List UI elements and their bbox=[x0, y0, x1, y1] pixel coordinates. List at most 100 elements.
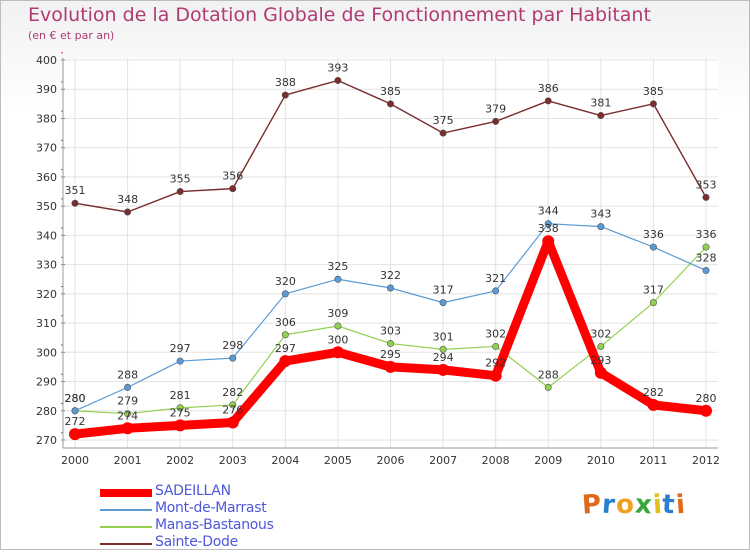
data-point bbox=[544, 220, 552, 228]
data-label: 295 bbox=[380, 348, 401, 361]
x-tick-label: 2001 bbox=[114, 454, 142, 467]
data-point bbox=[492, 342, 500, 350]
data-point bbox=[439, 345, 447, 353]
data-point bbox=[597, 223, 605, 231]
x-tick-label: 2005 bbox=[324, 454, 352, 467]
data-label: 320 bbox=[275, 275, 296, 288]
data-point bbox=[334, 275, 342, 283]
data-label: 282 bbox=[643, 386, 664, 399]
data-point bbox=[492, 117, 500, 125]
logo-letter: P bbox=[580, 489, 604, 521]
data-label: 294 bbox=[433, 351, 454, 364]
data-label: 306 bbox=[275, 316, 296, 329]
data-point bbox=[174, 419, 187, 432]
data-point bbox=[649, 100, 657, 108]
legend-swatch bbox=[100, 526, 152, 528]
data-point bbox=[439, 129, 447, 137]
data-point bbox=[647, 398, 660, 411]
data-label: 321 bbox=[485, 272, 506, 285]
data-label: 300 bbox=[327, 333, 348, 346]
data-point bbox=[702, 243, 710, 251]
data-label: 309 bbox=[327, 307, 348, 320]
y-tick-label: 360 bbox=[36, 171, 57, 184]
data-point bbox=[489, 369, 502, 382]
data-point bbox=[229, 354, 237, 362]
data-point bbox=[492, 287, 500, 295]
data-label: 385 bbox=[643, 85, 664, 98]
x-tick-label: 2000 bbox=[61, 454, 89, 467]
data-label: 338 bbox=[538, 222, 559, 235]
data-point bbox=[702, 266, 710, 274]
chart-title: Evolution de la Dotation Globale de Fonc… bbox=[28, 4, 651, 26]
data-point bbox=[279, 355, 292, 368]
data-point bbox=[544, 383, 552, 391]
data-point bbox=[649, 243, 657, 251]
x-tick-label: 2003 bbox=[219, 454, 247, 467]
logo-letter: o bbox=[614, 489, 636, 521]
data-point bbox=[226, 416, 239, 429]
data-point bbox=[700, 404, 712, 417]
data-point bbox=[229, 185, 237, 193]
data-label: 322 bbox=[380, 269, 401, 282]
data-point bbox=[597, 112, 605, 120]
axes: 270 280 290 300 310 320 330 340 350 360 370 380 390 4… bbox=[36, 52, 720, 467]
data-point bbox=[124, 208, 132, 216]
y-tick-label: 400 bbox=[36, 54, 57, 67]
y-tick-label: 370 bbox=[36, 142, 57, 155]
x-tick-label: 2007 bbox=[429, 454, 457, 467]
y-tick-label: 350 bbox=[36, 200, 57, 213]
x-tick-label: 2009 bbox=[534, 454, 562, 467]
data-label: 348 bbox=[117, 193, 138, 206]
data-point bbox=[437, 363, 450, 376]
data-point bbox=[331, 346, 344, 359]
data-label: 275 bbox=[170, 406, 191, 419]
data-point bbox=[124, 410, 132, 418]
proxiti-logo: Proxiti bbox=[580, 489, 687, 521]
data-label: 302 bbox=[485, 327, 506, 340]
data-point bbox=[649, 299, 657, 307]
data-point bbox=[69, 428, 81, 441]
data-label: 288 bbox=[117, 368, 138, 381]
data-label: 280 bbox=[65, 392, 86, 405]
data-point bbox=[124, 383, 132, 391]
data-label: 344 bbox=[538, 205, 559, 218]
data-point bbox=[176, 404, 184, 412]
data-label: 379 bbox=[485, 102, 506, 115]
data-point bbox=[386, 284, 394, 292]
data-label: 386 bbox=[538, 82, 559, 95]
grid-lines bbox=[63, 58, 718, 448]
data-point bbox=[384, 360, 397, 373]
x-tick-label: 2002 bbox=[166, 454, 194, 467]
data-label: 301 bbox=[433, 330, 454, 343]
data-point bbox=[71, 407, 79, 415]
data-labels: 272 274 275 276 297 300 295 294 292 338 293 282 280 2… bbox=[65, 61, 717, 428]
data-point bbox=[121, 422, 134, 435]
data-point bbox=[439, 299, 447, 307]
legend-swatch bbox=[100, 489, 152, 497]
y-tick-label: 380 bbox=[36, 112, 57, 125]
data-label: 297 bbox=[170, 342, 191, 355]
data-point bbox=[597, 342, 605, 350]
legend-label: Manas-Bastanous bbox=[155, 517, 274, 533]
y-tick-label: 390 bbox=[36, 83, 57, 96]
series-lines bbox=[69, 76, 712, 441]
data-label: 388 bbox=[275, 76, 296, 89]
data-label: 274 bbox=[117, 409, 138, 422]
data-label: 393 bbox=[327, 61, 348, 74]
data-label: 297 bbox=[275, 342, 296, 355]
data-point bbox=[334, 76, 342, 84]
data-point bbox=[71, 199, 79, 207]
data-label: 298 bbox=[222, 339, 243, 352]
x-tick-label: 2010 bbox=[587, 454, 615, 467]
x-tick-label: 2012 bbox=[692, 454, 720, 467]
data-label: 281 bbox=[170, 389, 191, 402]
y-tick-label: 330 bbox=[36, 259, 57, 272]
data-label: 325 bbox=[327, 260, 348, 273]
data-point bbox=[281, 290, 289, 298]
data-label: 302 bbox=[590, 327, 611, 340]
data-label: 282 bbox=[222, 386, 243, 399]
data-label: 293 bbox=[590, 354, 611, 367]
data-label: 353 bbox=[696, 178, 717, 191]
data-point bbox=[702, 193, 710, 201]
